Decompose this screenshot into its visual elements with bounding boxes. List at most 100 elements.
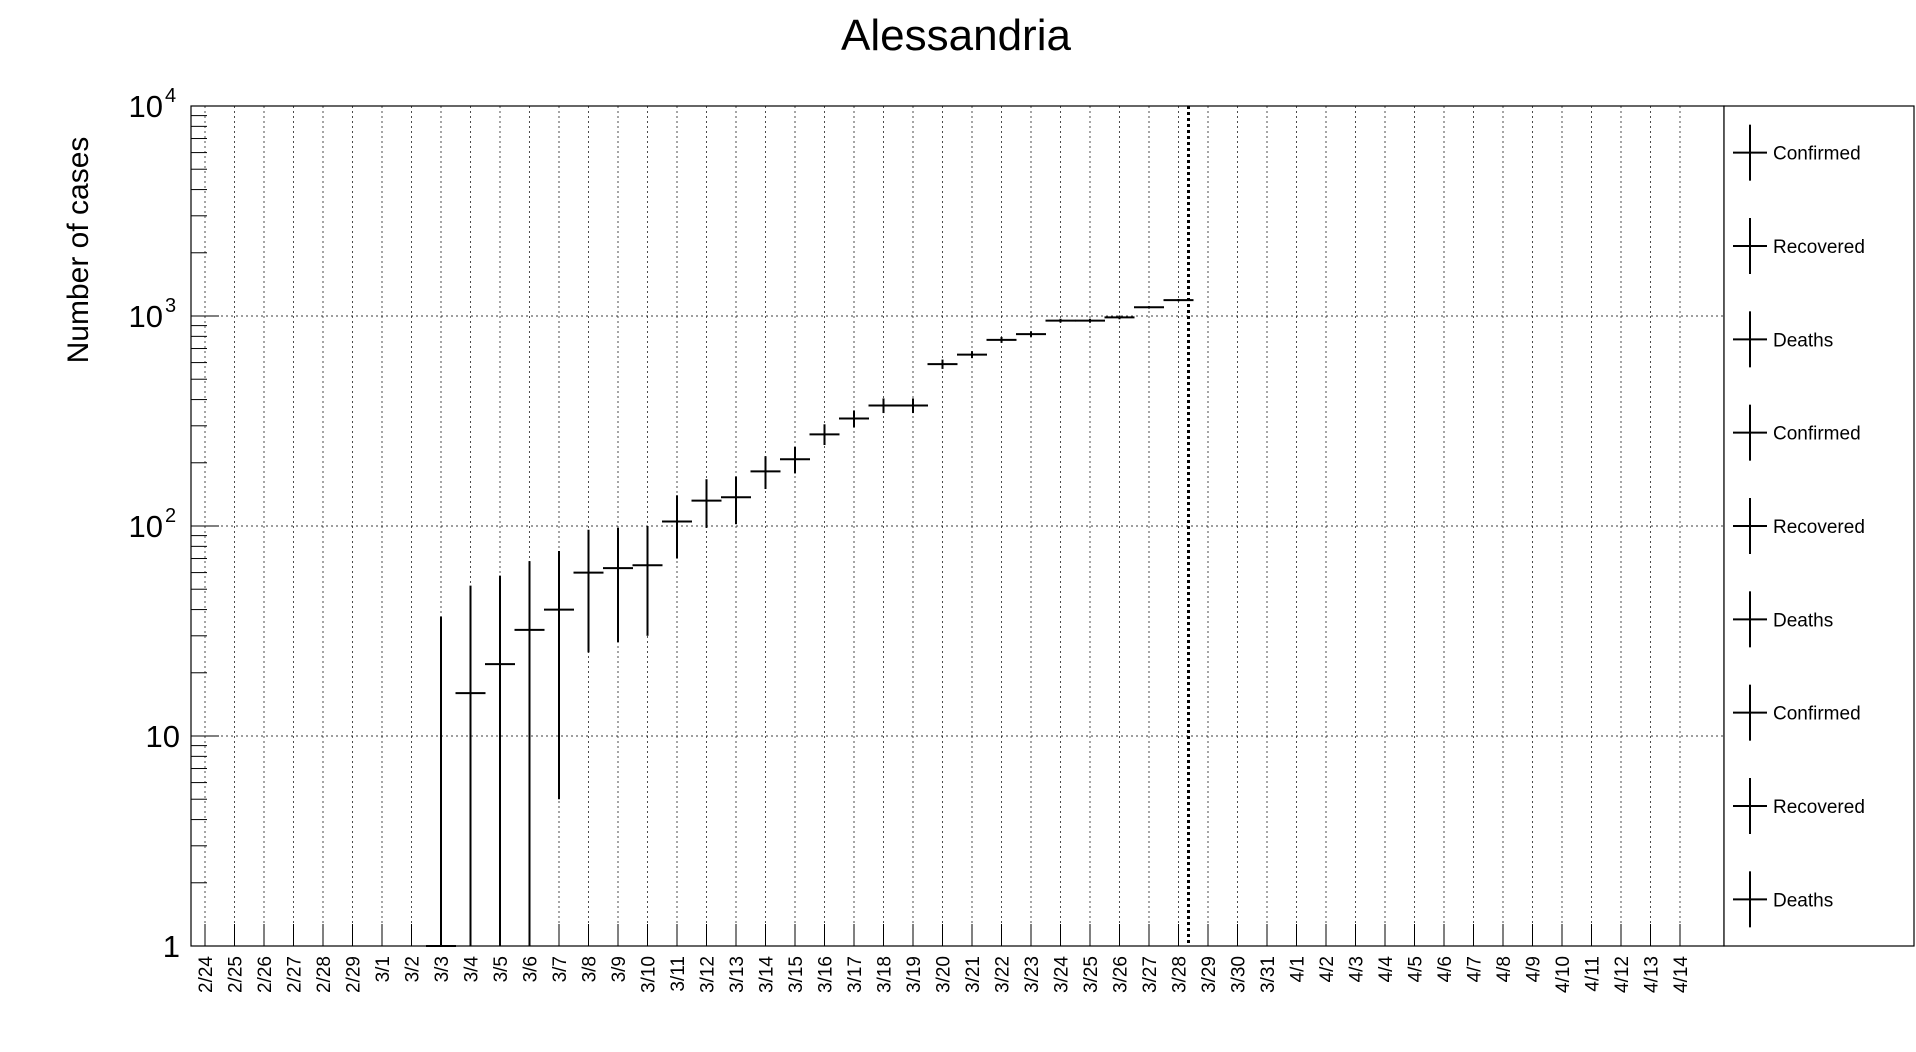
x-tick-label: 4/11 (1583, 956, 1604, 992)
chart-title: Alessandria (841, 11, 1071, 60)
x-tick-label: 3/29 (1199, 956, 1220, 993)
data-point (1134, 306, 1164, 309)
x-tick-label: 3/3 (432, 956, 453, 982)
x-tick-label: 3/12 (698, 956, 719, 993)
x-tick-label: 3/31 (1258, 956, 1279, 993)
x-tick-label: 3/14 (757, 956, 778, 993)
x-tick-label: 3/27 (1140, 956, 1161, 993)
x-tick-label: 2/29 (344, 956, 365, 993)
x-tick-label: 3/25 (1081, 956, 1102, 993)
legend-entry: Deaths (1733, 311, 1833, 368)
legend-label: Confirmed (1773, 424, 1861, 445)
data-point (691, 479, 722, 528)
data-point (1075, 318, 1105, 323)
x-tick-label: 3/16 (816, 956, 837, 993)
data-point (750, 456, 781, 490)
x-tick-label: 3/6 (521, 956, 542, 982)
x-tick-label: 4/5 (1406, 956, 1427, 982)
x-tick-label: 2/26 (255, 956, 276, 993)
x-tick-label: 4/8 (1494, 956, 1515, 982)
x-tick-label: 3/30 (1229, 956, 1250, 993)
x-tick-label: 3/17 (845, 956, 866, 993)
data-point (868, 398, 899, 414)
x-tick-label: 3/8 (580, 956, 601, 982)
grid (191, 106, 1724, 946)
x-tick-label: 3/1 (373, 956, 394, 982)
x-tick-label: 3/20 (934, 956, 955, 993)
y-axis-label: Number of cases (62, 137, 95, 364)
y-tick-exponent: 4 (165, 85, 176, 107)
data-point (1016, 331, 1046, 337)
data-point (455, 585, 486, 946)
data-point (1045, 318, 1076, 323)
x-tick-label: 4/10 (1553, 956, 1574, 993)
legend-entry: Confirmed (1733, 124, 1861, 181)
x-tick-label: 3/19 (904, 956, 925, 993)
x-tick-label: 2/28 (314, 956, 335, 993)
x-tick-label: 3/22 (993, 956, 1014, 993)
legend-entry: Confirmed (1733, 684, 1861, 741)
x-tick-label: 4/7 (1465, 956, 1486, 982)
data-point (632, 526, 663, 636)
x-tick-label: 4/14 (1671, 956, 1692, 993)
y-tick-label: 10 (129, 509, 163, 544)
legend-label: Deaths (1773, 890, 1833, 911)
y-tick-label: 10 (129, 299, 163, 334)
x-tick-label: 4/3 (1347, 956, 1368, 982)
data-point (485, 575, 515, 946)
x-tick-label: 3/28 (1170, 956, 1191, 993)
x-tick-label: 4/4 (1376, 956, 1397, 983)
x-tick-label: 3/15 (786, 956, 807, 993)
x-tick-label: 4/1 (1288, 956, 1309, 982)
legend-entry: Recovered (1733, 218, 1865, 274)
legend-entry: Deaths (1733, 591, 1833, 648)
axes: 2/24 2/25 2/26 2/27 2/28 2/29 3/1 3/2 3/3 3/4 3/5 3… (129, 85, 1692, 993)
legend-label: Recovered (1773, 237, 1865, 258)
x-tick-label: 3/9 (609, 956, 630, 982)
data-point (603, 527, 633, 643)
legend-label: Confirmed (1773, 704, 1861, 725)
data-point (1104, 315, 1135, 320)
data-point (927, 359, 958, 369)
data-point (514, 561, 545, 946)
data-point (780, 446, 810, 474)
x-tick-label: 4/13 (1642, 956, 1663, 993)
data-points (426, 298, 1194, 947)
legend-entry: Deaths (1733, 871, 1833, 928)
x-tick-label: 3/18 (875, 956, 896, 993)
x-tick-label: 4/12 (1612, 956, 1633, 993)
legend-label: Recovered (1773, 517, 1865, 538)
x-tick-label: 3/21 (963, 956, 984, 993)
x-tick-label: 3/23 (1022, 956, 1043, 993)
data-point (898, 398, 928, 414)
x-tick-label: 3/5 (491, 956, 512, 982)
x-tick-label: 4/9 (1524, 956, 1545, 982)
y-tick-exponent: 2 (165, 505, 176, 527)
data-point (573, 529, 604, 653)
y-tick-label: 1 (163, 929, 180, 964)
x-tick-label: 3/4 (462, 956, 483, 983)
x-tick-label: 3/7 (550, 956, 571, 982)
legend-label: Deaths (1773, 330, 1833, 351)
x-tick-label: 2/25 (226, 956, 247, 993)
x-tick-label: 3/2 (403, 956, 424, 982)
x-tick-label: 2/27 (285, 956, 306, 993)
x-tick-label: 3/13 (727, 956, 748, 993)
legend-label: Recovered (1773, 797, 1865, 818)
x-tick-label: 3/24 (1052, 956, 1073, 993)
legend-entry: Recovered (1733, 498, 1865, 554)
legend: Confirmed Recovered Deaths Confirmed Recover… (1733, 124, 1865, 928)
x-tick-label: 3/26 (1111, 956, 1132, 993)
legend-entry: Confirmed (1733, 404, 1861, 461)
x-tick-label: 2/24 (196, 956, 217, 993)
y-tick-label: 10 (129, 89, 163, 124)
data-point (662, 495, 692, 559)
legend-label: Deaths (1773, 610, 1833, 631)
x-tick-label: 3/11 (668, 956, 689, 992)
legend-entry: Recovered (1733, 778, 1865, 834)
data-point (544, 551, 574, 800)
y-tick-exponent: 3 (165, 295, 176, 317)
x-tick-label: 3/10 (639, 956, 660, 993)
data-point (721, 476, 751, 525)
